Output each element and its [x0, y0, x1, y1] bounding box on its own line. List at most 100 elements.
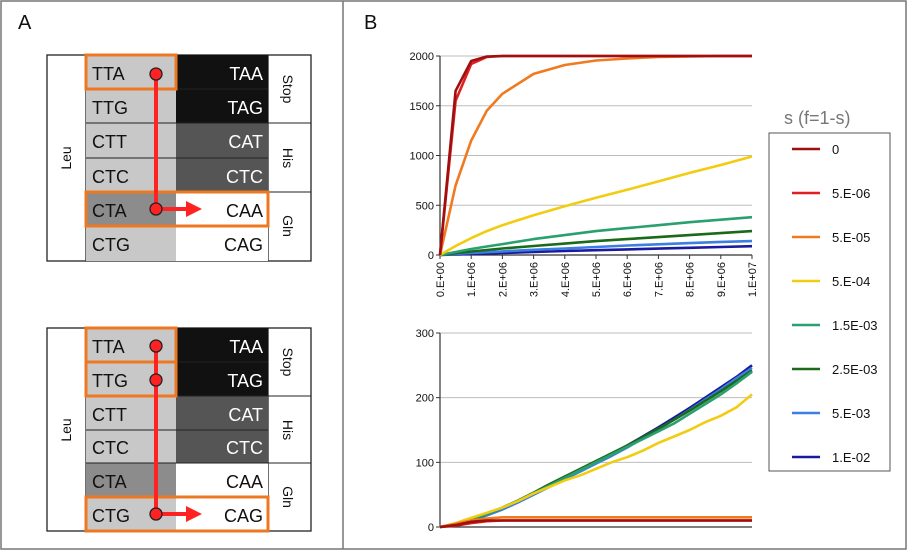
codon-left: CTC [92, 167, 129, 187]
codon-right: CTC [226, 167, 263, 187]
series-line-0 [438, 54, 752, 256]
x-tick-label: 5.E+06 [591, 262, 603, 297]
x-tick-label: 1.E+07 [747, 262, 759, 297]
codon-left: CTT [92, 132, 127, 152]
amino-acid-label: Leu [58, 146, 74, 169]
codon-left: TTG [92, 371, 128, 391]
x-tick-label: 8.E+06 [685, 262, 697, 297]
chart-bottom: 0 100 200 300 [416, 328, 753, 534]
cell-bg [86, 226, 176, 261]
codon-left: CTG [92, 235, 130, 255]
cell-bg [176, 362, 268, 396]
legend-entry-label: 2.5E-03 [832, 362, 878, 377]
codon-left: CTA [92, 472, 127, 492]
codon-right: TAA [229, 64, 263, 84]
legend-title: s (f=1-s) [784, 108, 851, 128]
y-tick-label: 2000 [410, 51, 434, 63]
y-tick-label: 0 [428, 522, 434, 534]
panel-a-label: A [18, 12, 32, 34]
codon-right: CAG [224, 506, 263, 526]
codon-left: TTG [92, 98, 128, 118]
cell-bg [176, 328, 268, 362]
cell-bg [86, 463, 176, 497]
chart-top: 0 500 1000 1500 2000 0.E+00 1.E+06 2.E+06 3.E+06… [410, 51, 759, 297]
y-tick-label: 0 [428, 250, 434, 262]
codon-dot [149, 202, 163, 216]
series-line-5.E-04 [439, 393, 753, 529]
y-tick-label: 100 [416, 457, 434, 469]
y-tick-label: 300 [416, 328, 434, 340]
mutation-arrow [149, 339, 202, 522]
cell-bg [86, 430, 176, 463]
codon-right: CAT [228, 132, 263, 152]
highlight-box [84, 190, 270, 228]
codon-left: TTA [92, 337, 125, 357]
highlight-box [84, 360, 178, 398]
series-line-5.E-05 [439, 515, 752, 529]
cell-bg [176, 89, 268, 123]
cell-bg [176, 158, 268, 192]
legend-entry-label: 5.E-06 [832, 186, 870, 201]
y-tick-label: 1500 [410, 101, 434, 113]
legend-entry-label: 5.E-03 [832, 406, 870, 421]
series-line-5.E-03 [439, 239, 753, 257]
y-tick-label: 200 [416, 393, 434, 405]
codon-left: CTG [92, 506, 130, 526]
amino-acid-label: His [280, 420, 296, 440]
legend-entry-label: 5.E-05 [832, 230, 870, 245]
codon-dot [149, 339, 163, 353]
codon-left: CTC [92, 438, 129, 458]
cell-bg [176, 430, 268, 463]
series-line-0 [439, 519, 752, 529]
amino-acid-label: Gln [280, 215, 296, 237]
codon-left: TTA [92, 64, 125, 84]
codon-right: CAG [224, 235, 263, 255]
x-tick-label: 2.E+06 [497, 262, 509, 297]
amino-acid-label: Stop [280, 348, 296, 377]
cell-bg [86, 396, 176, 430]
series-line-1.E-02 [439, 364, 753, 529]
cell-bg [176, 463, 268, 497]
series-line-5.E-03 [439, 366, 753, 529]
y-tick-label: 1000 [410, 151, 434, 163]
codon-dot [149, 373, 163, 387]
series-line-5.E-04 [439, 155, 753, 257]
x-tick-label: 4.E+06 [560, 262, 572, 297]
series-line-1.5E-03 [439, 215, 753, 257]
cell-bg [176, 396, 268, 430]
highlight-box [84, 495, 270, 533]
legend-entry-label: 1.E-02 [832, 450, 870, 465]
cell-bg [176, 123, 268, 158]
x-tick-label: 9.E+06 [716, 262, 728, 297]
codon-right: CTC [226, 438, 263, 458]
codon-dot [149, 507, 163, 521]
cell-bg [86, 89, 176, 123]
series-line-2.5E-03 [439, 229, 753, 257]
highlight-box [84, 53, 178, 91]
x-tick-label: 1.E+06 [466, 262, 478, 297]
cell-bg [86, 158, 176, 192]
legend-entries: 0 5.E-06 5.E-05 5.E-04 1.5E-03 2.5E-03 5.E-03 1… [792, 142, 878, 465]
legend-box [768, 132, 891, 472]
codon-right: CAA [226, 201, 263, 221]
legend-entry-label: 0 [832, 142, 839, 157]
codon-right: CAA [226, 472, 263, 492]
amino-acid-label: Stop [280, 75, 296, 104]
mutation-arrow [149, 67, 202, 217]
legend-entry-label: 1.5E-03 [832, 318, 878, 333]
cell-bg [176, 226, 268, 261]
codon-right: TAG [227, 98, 263, 118]
legend-entry-label: 5.E-04 [832, 274, 870, 289]
series-line-2.5E-03 [439, 369, 753, 529]
amino-acid-label: His [280, 148, 296, 168]
codon-table-top: TTA TTG CTT CTC CTA CTG TAA TAG CAT CTC … [46, 53, 312, 262]
x-tick-label: 7.E+06 [653, 262, 665, 297]
x-tick-label: 6.E+06 [622, 262, 634, 297]
y-tick-label: 500 [416, 200, 434, 212]
panel-b-label: B [364, 12, 377, 34]
cell-bg [176, 55, 268, 89]
codon-table-bottom: TTA TTG CTT CTC CTA CTG TAA TAG CAT CTC … [46, 326, 312, 533]
codon-left: CTA [92, 201, 127, 221]
